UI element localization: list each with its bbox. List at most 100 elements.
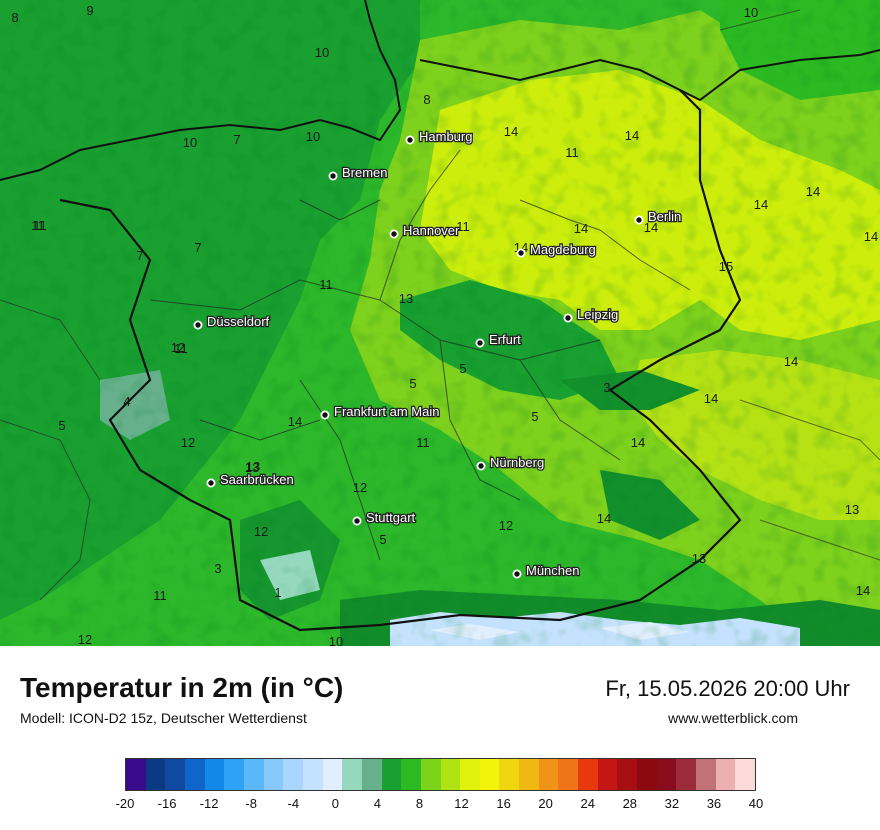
city-marker-5: Leipzig (563, 306, 620, 323)
legend-tick: 24 (580, 796, 595, 811)
value-label: 7 (194, 240, 201, 255)
city-label: München (526, 563, 579, 578)
value-label: 7 (136, 248, 143, 263)
legend-step (519, 759, 539, 790)
legend-tick: -4 (287, 796, 300, 811)
value-label: 12 (181, 435, 195, 450)
legend-step (184, 759, 205, 790)
legend-step (558, 759, 579, 790)
value-label: 13 (246, 459, 260, 474)
value-label: 3 (214, 561, 221, 576)
legend-step (322, 759, 343, 790)
legend-step (243, 759, 264, 790)
value-label: 5 (531, 409, 538, 424)
legend-tick: -20 (115, 796, 135, 811)
value-label: 10 (329, 634, 343, 646)
city-dot (512, 569, 522, 579)
value-label: 11 (33, 218, 47, 233)
city-label: Magdeburg (530, 242, 596, 257)
legend-step (342, 759, 362, 790)
legend-step (597, 759, 618, 790)
forecast-datetime: Fr, 15.05.2026 20:00 Uhr (605, 676, 850, 701)
value-label: 13 (399, 291, 413, 306)
value-label: 11 (174, 341, 188, 356)
value-label: 12 (254, 524, 268, 539)
value-label: 4 (123, 394, 130, 409)
city-marker-0: Hamburg (405, 128, 474, 145)
city-label: Frankfurt am Main (334, 404, 439, 419)
value-label: 14 (864, 229, 878, 244)
value-label: 14 (784, 354, 798, 369)
legend-step (263, 759, 284, 790)
legend-tick: 28 (622, 796, 638, 811)
value-label: 10 (744, 5, 758, 20)
city-label: Erfurt (489, 332, 521, 347)
city-dot (328, 171, 338, 181)
value-label: 11 (31, 218, 45, 233)
neighbor-borders (0, 9, 880, 601)
city-marker-1: Bremen (328, 164, 389, 181)
value-label: 7 (233, 132, 240, 147)
city-dot (563, 313, 573, 323)
city-label: Hannover (403, 223, 460, 238)
north-sea-coastline (0, 0, 402, 181)
value-label: 15 (719, 259, 733, 274)
value-label: 13 (845, 502, 859, 517)
city-marker-2: Hannover (389, 222, 461, 239)
value-label: 5 (58, 418, 65, 433)
value-label: 11 (153, 588, 167, 603)
city-dot (206, 478, 216, 488)
footer: Temperatur in 2m (in °C) Modell: ICON-D2… (0, 646, 880, 830)
city-label: Düsseldorf (207, 314, 270, 329)
value-label: 14 (856, 583, 870, 598)
city-marker-11: Stuttgart (352, 509, 417, 526)
city-label: Stuttgart (366, 510, 416, 525)
value-label: 3 (603, 380, 610, 395)
city-dot (352, 516, 362, 526)
color-legend (125, 758, 756, 791)
city-dot (516, 248, 526, 258)
value-label: 1 (274, 585, 281, 600)
city-label: Nürnberg (490, 455, 544, 470)
value-label: 11 (565, 145, 579, 160)
city-marker-9: Nürnberg (476, 454, 546, 471)
city-marker-8: Frankfurt am Main (320, 403, 441, 420)
city-label: Berlin (648, 209, 681, 224)
value-label: 12 (171, 340, 185, 355)
value-label: 14 (631, 435, 645, 450)
city-label: Leipzig (577, 307, 618, 322)
value-label: 8 (11, 10, 18, 25)
legend-step (302, 759, 323, 790)
city-dot (475, 338, 485, 348)
legend-tick: 0 (331, 796, 339, 811)
legend-step (224, 759, 244, 790)
legend-tick: 16 (496, 796, 511, 811)
website-link[interactable]: www.wetterblick.com (668, 710, 798, 726)
legend-step (735, 759, 755, 790)
legend-tick: -8 (245, 796, 257, 811)
legend-step (479, 759, 500, 790)
city-label: Saarbrücken (220, 472, 294, 487)
legend-step (578, 759, 598, 790)
value-label: 14 (806, 184, 820, 199)
value-label: 9 (86, 3, 93, 18)
value-label: 11 (416, 435, 430, 450)
value-label: 5 (379, 532, 386, 547)
value-label: 10 (183, 135, 197, 150)
map-title: Temperatur in 2m (in °C) (20, 672, 344, 703)
value-label: 11 (319, 277, 333, 292)
legend-tick: -12 (199, 796, 219, 811)
value-label: 8 (423, 92, 430, 107)
city-dot (193, 320, 203, 330)
legend-step (696, 759, 716, 790)
legend-tick: 20 (538, 796, 553, 811)
legend-step (283, 759, 303, 790)
legend-step (637, 759, 657, 790)
value-label: 10 (315, 45, 329, 60)
legend-tick: 36 (706, 796, 722, 811)
city-label: Bremen (342, 165, 388, 180)
legend-tick: 8 (415, 796, 424, 811)
legend-tick: 12 (454, 796, 469, 811)
